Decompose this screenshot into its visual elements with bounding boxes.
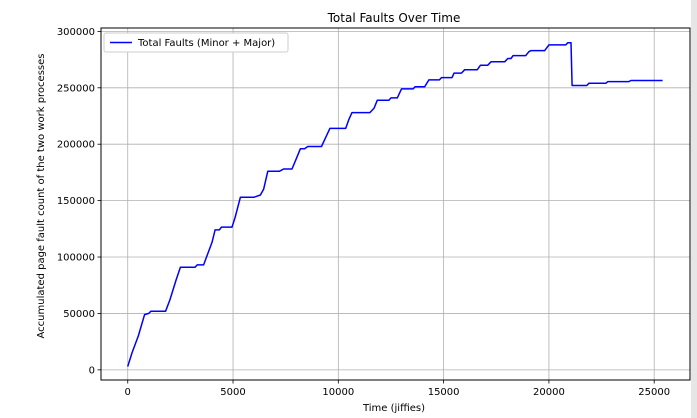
x-tick-label: 25000 <box>638 387 670 398</box>
plot-frame <box>100 27 691 381</box>
x-tick-label: 0 <box>125 387 131 398</box>
grid-lines <box>101 28 690 380</box>
series-line-total-faults <box>126 41 663 367</box>
y-tick-label: 200000 <box>57 140 95 151</box>
x-axis: 0 5000 10000 15000 20000 25000 <box>125 380 670 398</box>
legend-label: Total Faults (Minor + Major) <box>137 38 275 49</box>
legend: Total Faults (Minor + Major) <box>103 32 289 53</box>
y-tick-label: 50000 <box>63 309 95 320</box>
x-axis-label: Time (jiffies) <box>362 403 425 414</box>
x-tick-label: 20000 <box>533 387 565 398</box>
y-tick-label: 300000 <box>57 27 95 38</box>
y-tick-label: 0 <box>89 365 95 376</box>
x-tick-label: 10000 <box>322 387 354 398</box>
x-tick-label: 5000 <box>220 387 245 398</box>
legend-box <box>103 32 289 53</box>
y-tick-label: 250000 <box>57 83 95 94</box>
x-tick-label: 15000 <box>428 387 460 398</box>
y-axis-label: Accumulated page fault count of the two … <box>36 54 47 339</box>
y-tick-label: 100000 <box>57 253 95 264</box>
window-edge <box>691 0 697 418</box>
y-tick-label: 150000 <box>57 196 95 207</box>
y-axis: 0 50000 100000 150000 200000 250000 300000 <box>57 27 101 376</box>
chart-title: Total Faults Over Time <box>327 11 461 25</box>
series-layer <box>126 41 663 367</box>
